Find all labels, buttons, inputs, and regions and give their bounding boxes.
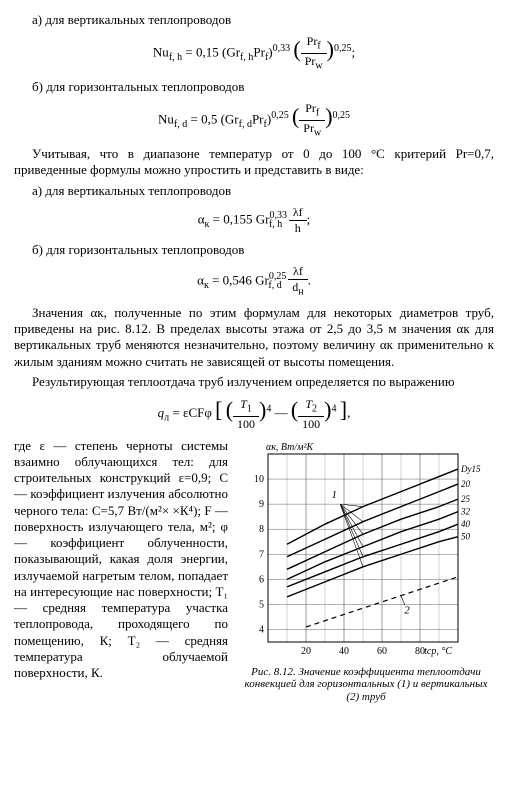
paragraph-2: Значения αк, полученные по этим формулам… [14, 305, 494, 370]
equation-2: Nuf, d = 0,5 (Grf, dPrf)0,25 (PrfPrw)0,2… [14, 101, 494, 140]
svg-text:2: 2 [404, 604, 410, 616]
figure-caption: Рис. 8.12. Значение коэффициента теплоот… [238, 666, 494, 704]
paragraph-3: Результирующая теплоотдача труб излучени… [14, 374, 494, 390]
equation-1: Nuf, h = 0,15 (Grf, hPrf)0,33 (PrfPrw)0,… [14, 34, 494, 73]
svg-text:32: 32 [460, 506, 471, 516]
svg-text:25: 25 [461, 494, 471, 504]
svg-text:1: 1 [331, 489, 337, 501]
svg-text:5: 5 [259, 599, 264, 610]
svg-text:50: 50 [461, 531, 471, 541]
paragraph-1: Учитывая, что в диапазоне температур от … [14, 146, 494, 179]
svg-text:40: 40 [339, 646, 349, 657]
svg-text:Dy15: Dy15 [460, 464, 481, 474]
svg-text:tср, °C: tср, °C [424, 646, 452, 657]
item-a2: а) для вертикальных теплопроводов [14, 183, 494, 199]
svg-text:60: 60 [377, 646, 387, 657]
svg-text:9: 9 [259, 499, 264, 510]
equation-3: αк = 0,155 Gr0,33f, h λfh; [14, 205, 494, 236]
figure-8-12-chart: αк, Вт/м²К4567891020406080Dy152025324050… [238, 438, 494, 662]
equation-5: qл = εCFφ [ (T1100)4 — (T2100)4 ], [14, 396, 494, 431]
svg-text:20: 20 [301, 646, 311, 657]
svg-text:αк, Вт/м²К: αк, Вт/м²К [266, 442, 315, 453]
item-b2: б) для горизонтальных теплопроводов [14, 242, 494, 258]
svg-text:20: 20 [461, 479, 471, 489]
svg-text:7: 7 [259, 549, 264, 560]
svg-text:4: 4 [259, 624, 264, 635]
svg-text:8: 8 [259, 524, 264, 535]
item-a1: а) для вертикальных теплопроводов [14, 12, 494, 28]
svg-text:6: 6 [259, 574, 264, 585]
equation-4: αк = 0,546 Gr0,25f, d λfdн. [14, 264, 494, 299]
svg-text:10: 10 [254, 474, 264, 485]
item-b1: б) для горизонтальных теплопроводов [14, 79, 494, 95]
definitions-paragraph: где ε — степень черноты системы взаимно … [14, 438, 228, 682]
svg-text:40: 40 [461, 519, 471, 529]
